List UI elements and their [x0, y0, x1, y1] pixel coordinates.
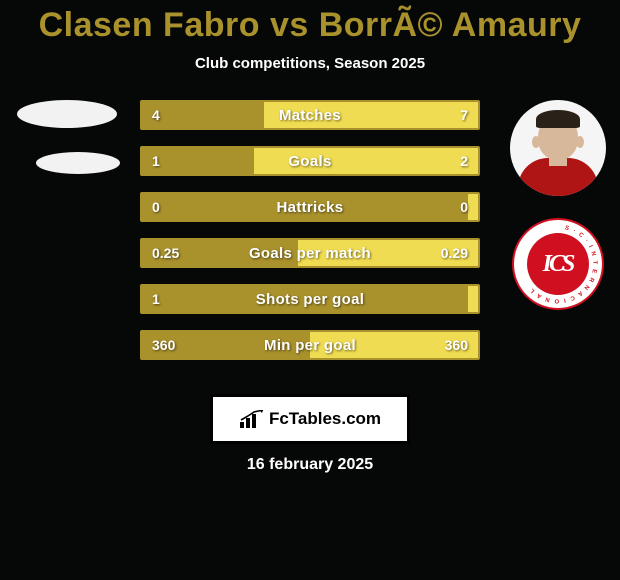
stat-row: Matches47	[140, 100, 480, 130]
stat-bar-left	[142, 148, 254, 174]
stat-bar-left	[142, 102, 264, 128]
stat-row: Shots per goal1	[140, 284, 480, 314]
stat-bars: Matches47 Goals12 Hattricks00 Goals per mat…	[140, 100, 480, 376]
infographic-root: Clasen Fabro vs BorrÃ© Amaury Club compe…	[0, 0, 620, 580]
brand-badge: FcTables.com	[210, 394, 410, 444]
club-placeholder-icon	[36, 152, 120, 174]
player-placeholder-icon	[17, 100, 117, 128]
stat-bar-left	[142, 240, 298, 266]
stat-row: Goals per match0.250.29	[140, 238, 480, 268]
club-monogram: ICS	[543, 251, 573, 278]
brand-text: FcTables.com	[269, 409, 381, 429]
stat-bar-left	[142, 286, 468, 312]
stat-row: Min per goal360360	[140, 330, 480, 360]
stat-bar-right	[298, 240, 478, 266]
club-crest-icon: S · C · I N T E R N A C I O N A L ICS	[512, 218, 604, 310]
stat-bar-right	[254, 148, 478, 174]
stat-bar-right	[310, 332, 478, 358]
stat-row: Hattricks00	[140, 192, 480, 222]
stat-bar-right	[468, 286, 478, 312]
brand-chart-icon	[239, 410, 265, 428]
stat-bar-left	[142, 194, 468, 220]
footer-date: 16 february 2025	[0, 456, 620, 474]
stat-row: Goals12	[140, 146, 480, 176]
stat-bar-right	[468, 194, 478, 220]
stat-bar-right	[264, 102, 478, 128]
left-player-column	[12, 100, 122, 198]
page-subtitle: Club competitions, Season 2025	[0, 55, 620, 72]
player-photo	[510, 100, 606, 196]
right-player-column: S · C · I N T E R N A C I O N A L ICS	[505, 100, 610, 310]
stat-bar-left	[142, 332, 310, 358]
page-title: Clasen Fabro vs BorrÃ© Amaury	[0, 0, 620, 45]
